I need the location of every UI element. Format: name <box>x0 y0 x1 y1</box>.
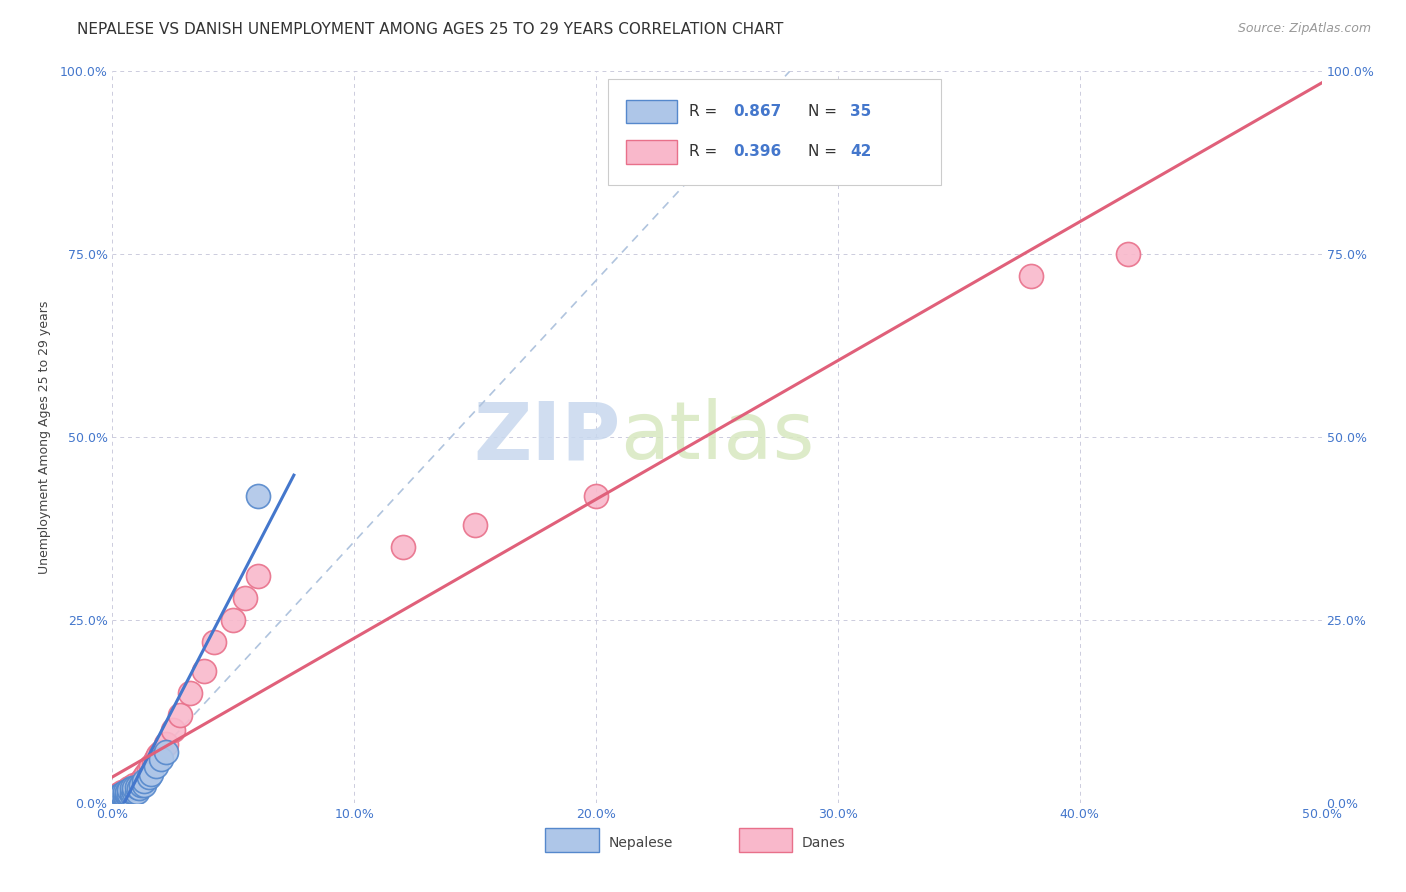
Point <box>111 787 134 801</box>
Point <box>105 789 128 803</box>
FancyBboxPatch shape <box>626 140 678 163</box>
Point <box>149 752 172 766</box>
Point <box>128 781 150 796</box>
Point <box>115 782 138 797</box>
Point <box>235 591 257 605</box>
Point <box>105 789 128 804</box>
Point <box>121 789 143 803</box>
Point <box>155 737 177 751</box>
Point <box>121 780 143 794</box>
Point <box>162 723 184 737</box>
Point <box>132 778 155 792</box>
Text: 35: 35 <box>851 104 872 120</box>
Point <box>222 613 245 627</box>
Point <box>193 664 215 678</box>
Point <box>114 789 136 803</box>
Point <box>104 792 127 806</box>
Point <box>121 785 143 799</box>
Point <box>202 635 225 649</box>
Point <box>1116 247 1139 261</box>
Point <box>141 766 163 780</box>
Point <box>105 792 128 806</box>
Text: Danes: Danes <box>801 836 845 850</box>
Point <box>141 759 163 773</box>
Point <box>122 785 145 799</box>
Point <box>118 781 141 796</box>
Point <box>125 781 148 796</box>
Point <box>108 789 131 804</box>
Point <box>115 787 138 801</box>
Text: ZIP: ZIP <box>472 398 620 476</box>
Text: NEPALESE VS DANISH UNEMPLOYMENT AMONG AGES 25 TO 29 YEARS CORRELATION CHART: NEPALESE VS DANISH UNEMPLOYMENT AMONG AG… <box>77 22 783 37</box>
Text: N =: N = <box>807 104 842 120</box>
FancyBboxPatch shape <box>738 829 792 852</box>
Point <box>108 789 131 803</box>
Point <box>121 785 143 799</box>
Point <box>585 489 607 503</box>
Point <box>138 770 160 784</box>
Point <box>118 787 141 801</box>
Text: Source: ZipAtlas.com: Source: ZipAtlas.com <box>1237 22 1371 36</box>
Point <box>111 785 134 799</box>
Point <box>145 759 167 773</box>
Point <box>111 789 134 803</box>
Point <box>108 787 131 801</box>
Text: R =: R = <box>689 145 723 160</box>
Text: 0.396: 0.396 <box>733 145 780 160</box>
Point <box>131 773 153 788</box>
Point <box>118 785 141 799</box>
Point <box>132 773 155 788</box>
Text: atlas: atlas <box>620 398 814 476</box>
Point <box>246 489 269 503</box>
Point <box>121 781 143 796</box>
Text: 42: 42 <box>851 145 872 160</box>
Point <box>114 789 136 804</box>
Point <box>115 787 138 801</box>
Point <box>104 793 127 807</box>
Point <box>149 745 172 759</box>
Point <box>122 782 145 797</box>
Point <box>111 787 134 801</box>
Point <box>148 748 170 763</box>
Point <box>122 778 145 792</box>
Point <box>125 785 148 799</box>
Point <box>145 752 167 766</box>
Point <box>135 766 157 780</box>
Point <box>118 782 141 797</box>
Point <box>125 780 148 794</box>
Point <box>114 789 136 803</box>
Point <box>155 745 177 759</box>
Point <box>391 540 413 554</box>
Point <box>105 789 128 804</box>
Point <box>104 794 127 808</box>
Point <box>115 789 138 803</box>
Point <box>131 778 153 792</box>
Point <box>142 756 165 770</box>
Text: Nepalese: Nepalese <box>609 836 672 850</box>
Point <box>138 763 160 777</box>
Y-axis label: Unemployment Among Ages 25 to 29 years: Unemployment Among Ages 25 to 29 years <box>38 301 52 574</box>
Point <box>114 785 136 799</box>
Point <box>179 686 201 700</box>
Point <box>111 791 134 805</box>
Point <box>115 785 138 799</box>
Point <box>132 770 155 784</box>
Point <box>1021 269 1043 284</box>
Text: R =: R = <box>689 104 723 120</box>
Point <box>128 778 150 792</box>
Point <box>114 785 136 799</box>
Text: 0.867: 0.867 <box>733 104 780 120</box>
FancyBboxPatch shape <box>609 78 941 185</box>
FancyBboxPatch shape <box>626 100 678 123</box>
Point <box>169 708 191 723</box>
Point <box>246 569 269 583</box>
Point <box>108 789 131 803</box>
Point <box>108 792 131 806</box>
Point <box>464 517 486 532</box>
Point <box>122 781 145 796</box>
FancyBboxPatch shape <box>546 829 599 852</box>
Text: N =: N = <box>807 145 842 160</box>
